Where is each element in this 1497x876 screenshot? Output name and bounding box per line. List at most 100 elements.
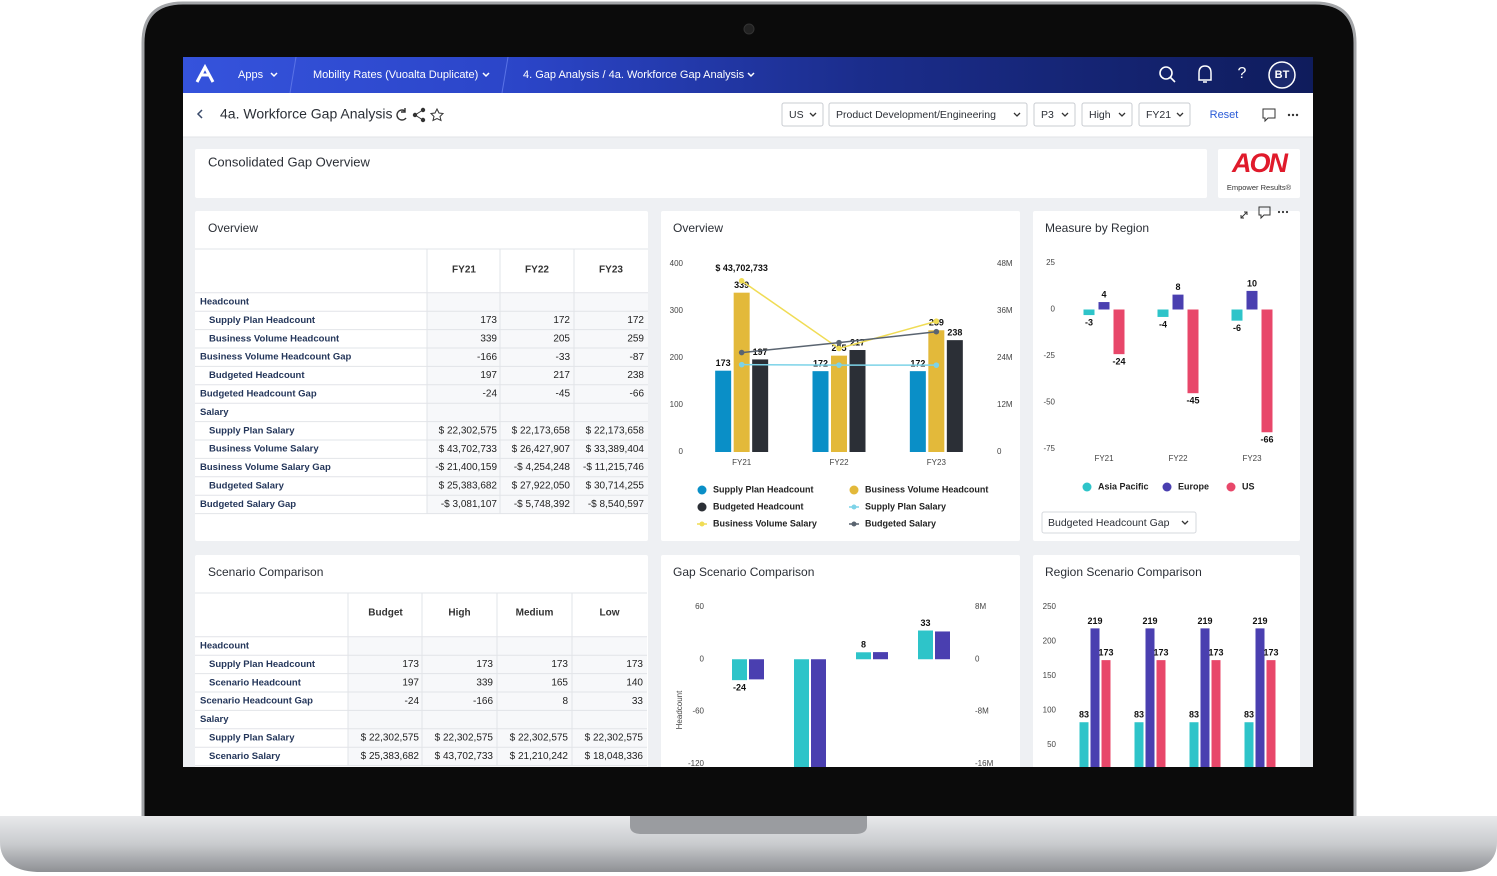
data-label: 217 <box>850 337 865 347</box>
legend-swatch <box>851 504 857 510</box>
value-column-bg <box>348 636 423 766</box>
table-cell: $ 22,173,658 <box>586 425 645 436</box>
value-column-bg <box>497 636 572 766</box>
row-label: Salary <box>200 714 229 725</box>
line-marker <box>836 339 842 346</box>
chart-title: Region Scenario Comparison <box>1045 565 1202 579</box>
table-cell: 197 <box>480 370 497 381</box>
data-label: 172 <box>813 359 828 369</box>
bell-icon[interactable] <box>1198 65 1212 83</box>
x-tick-label: FY21 <box>732 458 752 467</box>
filter-label[interactable]: FY21 <box>1146 109 1171 121</box>
screen: Apps Mobility Rates (Vuoalta Duplicate) … <box>183 57 1313 767</box>
table-cell: $ 27,922,050 <box>512 481 571 492</box>
data-label: 219 <box>1197 616 1212 626</box>
chevron[interactable] <box>1181 520 1189 525</box>
chevron[interactable] <box>1118 112 1126 117</box>
chevron[interactable] <box>809 112 817 117</box>
user-avatar[interactable] <box>1268 61 1296 89</box>
nav-model[interactable]: Mobility Rates (Vuoalta Duplicate) <box>313 69 478 81</box>
data-label: 8 <box>861 640 866 650</box>
measure-dropdown[interactable] <box>1041 511 1197 534</box>
table-cell: 238 <box>627 370 644 381</box>
back-button[interactable] <box>196 109 203 119</box>
table-cell: $ 22,302,575 <box>439 425 498 436</box>
nav-page[interactable]: 4. Gap Analysis / 4a. Workforce Gap Anal… <box>523 69 745 81</box>
legend-label[interactable]: Supply Plan Salary <box>865 501 946 511</box>
data-label: -24 <box>1112 357 1125 367</box>
table-cell: 339 <box>480 333 497 344</box>
table-cell: $ 30,714,255 <box>586 481 645 492</box>
legend-label[interactable]: Budgeted Headcount <box>713 501 804 511</box>
table-title: Overview <box>208 221 258 235</box>
bar <box>946 340 963 452</box>
table-cell: 172 <box>627 315 644 326</box>
bar <box>1200 628 1210 767</box>
chevron[interactable] <box>482 72 490 78</box>
y-tick-label: 400 <box>670 259 684 268</box>
refresh-icon[interactable] <box>396 108 407 121</box>
chart-title: Overview <box>673 221 723 235</box>
legend-swatch <box>851 521 857 527</box>
legend-label[interactable]: Budgeted Salary <box>865 518 936 528</box>
filter-dropdown[interactable] <box>1081 102 1133 127</box>
bar <box>1079 722 1089 767</box>
nav-apps[interactable]: Apps <box>238 69 264 81</box>
table-cell: 173 <box>476 659 493 670</box>
filter-label[interactable]: P3 <box>1041 109 1054 121</box>
comment-icon[interactable] <box>1262 108 1276 123</box>
legend-label[interactable]: Asia Pacific <box>1098 481 1149 491</box>
table-cell: 140 <box>626 677 643 688</box>
favorite-icon[interactable] <box>429 107 445 122</box>
logo-text: AON <box>1231 148 1289 178</box>
chevron[interactable] <box>1013 112 1021 117</box>
table-cell: $ 22,302,575 <box>510 733 569 744</box>
filter-label[interactable]: Product Development/Engineering <box>836 109 996 121</box>
y-tick-label: 36M <box>997 306 1013 315</box>
legend-label[interactable]: Business Volume Salary <box>713 518 817 528</box>
y-tick-label: 12M <box>997 400 1013 409</box>
legend-label[interactable]: Business Volume Headcount <box>865 484 988 494</box>
comment-icon[interactable] <box>1258 206 1271 220</box>
expand-icon[interactable] <box>1240 211 1248 219</box>
row-label: Business Volume Headcount <box>209 333 340 344</box>
chevron[interactable] <box>747 72 755 78</box>
legend-swatch <box>697 502 707 512</box>
measure-label[interactable]: Budgeted Headcount Gap <box>1048 517 1170 529</box>
filter-dropdown[interactable] <box>1138 102 1191 127</box>
user-initials[interactable]: BT <box>1275 69 1290 81</box>
legend-label[interactable]: Supply Plan Headcount <box>713 484 814 494</box>
filter-label[interactable]: US <box>789 109 804 121</box>
share-icon[interactable] <box>412 107 426 123</box>
search-icon[interactable] <box>1159 66 1176 83</box>
help-icon[interactable]: ? <box>1238 65 1247 82</box>
y-tick-label: 8M <box>975 602 986 611</box>
y-tick-label: 250 <box>1043 602 1057 611</box>
more-menu[interactable] <box>1287 113 1299 117</box>
legend-label[interactable]: US <box>1242 481 1255 491</box>
column-header: FY21 <box>452 265 476 276</box>
page-title: 4a. Workforce Gap Analysis <box>220 106 392 122</box>
bar <box>794 659 809 767</box>
chevron[interactable] <box>1061 112 1069 117</box>
row-label: Supply Plan Salary <box>209 733 295 744</box>
reset-button[interactable]: Reset <box>1210 109 1239 121</box>
chevron[interactable] <box>270 72 278 78</box>
filter-dropdown[interactable] <box>828 102 1028 127</box>
bar <box>1172 294 1184 310</box>
y-tick-label: -25 <box>1043 351 1055 360</box>
filter-dropdown[interactable] <box>781 102 824 127</box>
data-label: 219 <box>1252 616 1267 626</box>
data-label: 83 <box>1189 710 1199 720</box>
filter-label[interactable]: High <box>1089 109 1111 121</box>
more-menu[interactable] <box>1277 210 1289 214</box>
bar <box>909 371 926 452</box>
y-tick-label: 0 <box>679 447 684 456</box>
filter-dropdown[interactable] <box>1033 102 1076 127</box>
app-logo[interactable] <box>195 63 215 83</box>
chevron[interactable] <box>1176 112 1184 117</box>
y-axis-title: Headcount <box>675 690 684 729</box>
legend-label[interactable]: Europe <box>1178 481 1209 491</box>
x-tick-label: FY23 <box>927 458 947 467</box>
bar <box>1113 309 1125 355</box>
